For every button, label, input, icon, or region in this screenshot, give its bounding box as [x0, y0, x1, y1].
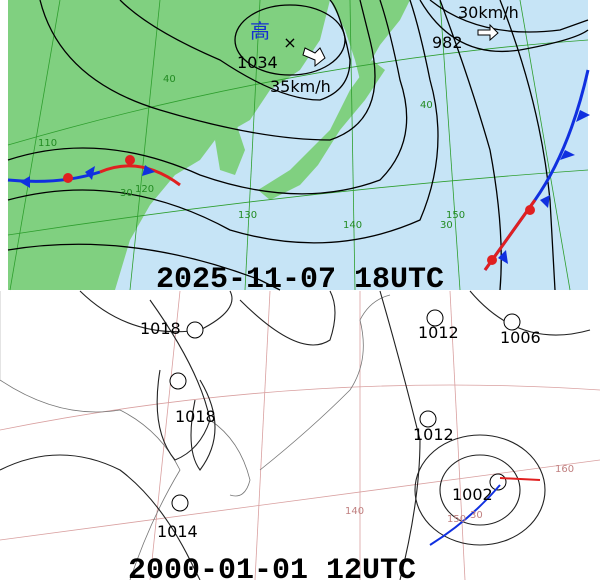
grid-label: 110 [38, 138, 57, 149]
warm-front [499, 477, 541, 481]
grid-lines [0, 290, 600, 580]
grid-label: 160 [555, 464, 574, 475]
pressure-label: 1018 [175, 407, 216, 426]
grid-label: 130 [238, 210, 257, 221]
pressure-label: 1018 [140, 319, 181, 338]
grid-label: 40 [163, 74, 176, 85]
coastlines [0, 291, 391, 580]
grid-label: 40 [420, 100, 433, 111]
low-motion: 30km/h [458, 3, 519, 22]
grid-label: 140 [343, 220, 362, 231]
continent [8, 0, 330, 290]
japan [258, 60, 385, 200]
grid-label: 30 [120, 188, 133, 199]
motion-arrow [477, 23, 499, 42]
grid-label: 120 [135, 184, 154, 195]
grid-label: 30 [470, 510, 483, 521]
centers [169, 309, 521, 512]
motion-arrow [302, 47, 326, 68]
high-symbol: 高 [250, 19, 270, 43]
pressure-label: 1012 [418, 323, 459, 342]
high-pressure: 1034 [237, 53, 278, 72]
cold-front [429, 484, 501, 546]
grid-label: 150 [446, 210, 465, 221]
pressure-label: 1002 [452, 485, 493, 504]
grid-label: 30 [440, 220, 453, 231]
grid-lines [7, 0, 589, 291]
timestamp: 2000-01-01 12UTC [128, 554, 416, 580]
high-motion: 35km/h [270, 77, 331, 96]
top-map: × 高 1034 35km/h 982 30km/h 40 40 30 30 1… [7, 0, 590, 297]
pressure-label: 1012 [413, 425, 454, 444]
grid-label: 150 [447, 514, 466, 525]
high-center: × [283, 33, 296, 52]
grid-label: 140 [345, 506, 364, 517]
bottom-map: 1018 1018 1012 1012 1006 1014 1002 160 1… [0, 290, 600, 580]
isobars [7, 0, 589, 291]
fronts [7, 69, 590, 271]
pressure-label: 1006 [500, 328, 541, 347]
low-pressure: 982 [432, 33, 463, 52]
korea [215, 120, 245, 175]
pressure-label: 1014 [157, 522, 198, 541]
